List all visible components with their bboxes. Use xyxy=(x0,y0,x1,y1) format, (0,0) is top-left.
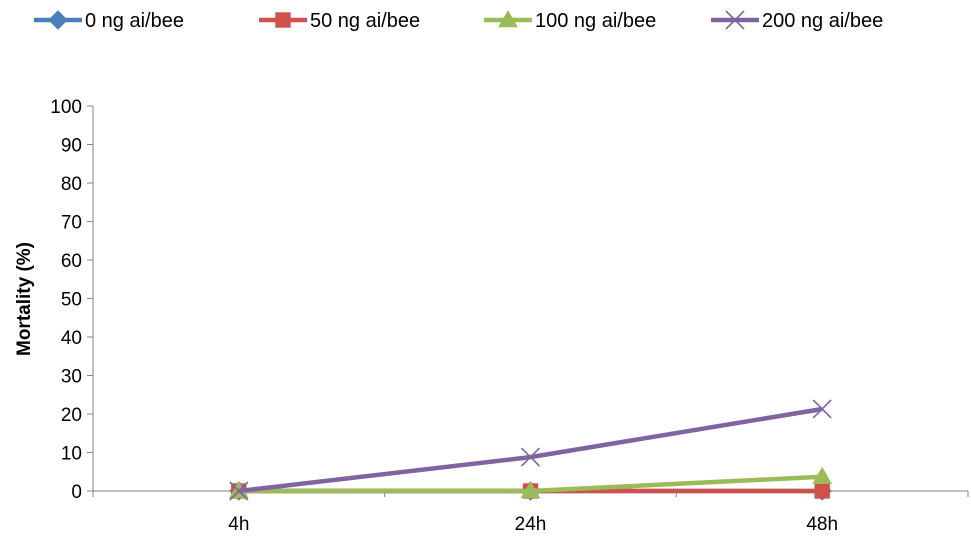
legend-item: 0 ng ai/bee xyxy=(34,10,184,32)
y-tick-label: 60 xyxy=(61,251,82,272)
x-tick-label: 4h xyxy=(228,514,249,535)
data-point-triangle xyxy=(520,480,541,499)
y-tick-label: 100 xyxy=(50,97,82,118)
y-tick-label: 10 xyxy=(61,444,82,465)
y-tick-label: 50 xyxy=(61,290,82,311)
y-tick-label: 0 xyxy=(71,482,82,503)
legend-item: 50 ng ai/bee xyxy=(259,10,420,32)
series-3 xyxy=(229,399,832,501)
legend-label: 200 ng ai/bee xyxy=(762,10,883,32)
y-axis-title: Mortality (%) xyxy=(14,242,35,356)
legend-item: 200 ng ai/bee xyxy=(711,10,883,32)
x-tick-label: 48h xyxy=(806,514,838,535)
x-tick-label: 24h xyxy=(515,514,547,535)
y-tick-label: 80 xyxy=(61,174,82,195)
y-tick-label: 20 xyxy=(61,405,82,426)
y-tick-label: 30 xyxy=(61,367,82,388)
data-point-square xyxy=(275,12,291,28)
legend-label: 0 ng ai/bee xyxy=(85,10,184,32)
data-point-triangle xyxy=(812,466,833,485)
y-tick-label: 70 xyxy=(61,213,82,234)
y-tick-label: 40 xyxy=(61,328,82,349)
data-point-x xyxy=(229,481,249,501)
data-point-x xyxy=(725,10,745,30)
legend: 0 ng ai/bee 50 ng ai/bee 100 ng ai/bee 200 … xyxy=(34,9,883,32)
legend-label: 100 ng ai/bee xyxy=(535,10,656,32)
y-tick-label: 90 xyxy=(61,136,82,157)
data-point-triangle xyxy=(498,9,518,28)
data-point-x xyxy=(520,447,541,467)
series-2 xyxy=(228,466,833,499)
legend-item: 100 ng ai/bee xyxy=(484,9,656,32)
series-line xyxy=(238,406,823,494)
data-point-x xyxy=(812,399,832,419)
data-point-diamond xyxy=(48,10,68,30)
data-point-square xyxy=(814,483,830,499)
y-axis: 0 10 20 30 40 50 60 70 80 90 100 xyxy=(50,97,94,503)
legend-label: 50 ng ai/bee xyxy=(310,10,420,32)
plot-area xyxy=(228,399,833,501)
